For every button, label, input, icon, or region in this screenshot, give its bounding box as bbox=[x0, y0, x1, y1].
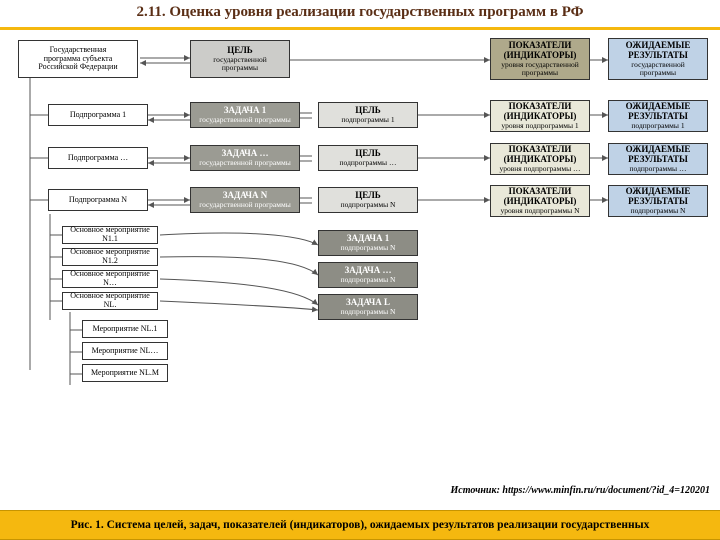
text: подпрограммы 1 bbox=[612, 122, 704, 130]
page-title: 2.11. Оценка уровня реализации государст… bbox=[0, 0, 720, 27]
text: государственной программы bbox=[194, 159, 296, 167]
text: программы bbox=[494, 69, 586, 77]
node-indicators-spN: ПОКАЗАТЕЛИ (ИНДИКАТОРЫ) уровня подпрогра… bbox=[490, 185, 590, 217]
node-activity-nl: Основное мероприятие NL. bbox=[62, 292, 158, 310]
text: подпрограммы N bbox=[322, 244, 414, 252]
node-activity-n11: Основное мероприятие N1.1 bbox=[62, 226, 158, 244]
node-sptask-dots: ЗАДАЧА … подпрограммы N bbox=[318, 262, 418, 288]
text: подпрограммы N bbox=[322, 201, 414, 209]
node-task-1: ЗАДАЧА 1 государственной программы bbox=[190, 102, 300, 128]
node-subprogram-n: Подпрограмма N bbox=[48, 189, 148, 211]
text: подпрограммы N bbox=[612, 207, 704, 215]
text: уровня подпрограммы N bbox=[494, 207, 586, 215]
text: Основное мероприятие NL. bbox=[66, 292, 154, 310]
figure-caption: Рис. 1. Система целей, задач, показателе… bbox=[0, 510, 720, 540]
text: Мероприятие NL… bbox=[86, 347, 164, 356]
node-activity-n12: Основное мероприятие N1.2 bbox=[62, 248, 158, 266]
node-goal-spdots: ЦЕЛЬ подпрограммы … bbox=[318, 145, 418, 171]
node-activity-ndots: Основное мероприятие N… bbox=[62, 270, 158, 288]
text: Основное мероприятие N… bbox=[66, 270, 154, 288]
text: Российской Федерации bbox=[22, 63, 134, 72]
text: подпрограммы N bbox=[322, 276, 414, 284]
node-sptask-L: ЗАДАЧА L подпрограммы N bbox=[318, 294, 418, 320]
node-event-nlm: Мероприятие NL.M bbox=[82, 364, 168, 382]
node-indicators-sp1: ПОКАЗАТЕЛИ (ИНДИКАТОРЫ) уровня подпрогра… bbox=[490, 100, 590, 132]
text: подпрограммы … bbox=[612, 165, 704, 173]
text: Подпрограмма … bbox=[52, 154, 144, 163]
node-task-dots: ЗАДАЧА … государственной программы bbox=[190, 145, 300, 171]
text: уровня подпрограммы 1 bbox=[494, 122, 586, 130]
node-event-nl1: Мероприятие NL.1 bbox=[82, 320, 168, 338]
text: уровня подпрограммы … bbox=[494, 165, 586, 173]
node-goal-sp1: ЦЕЛЬ подпрограммы 1 bbox=[318, 102, 418, 128]
text: Мероприятие NL.1 bbox=[86, 325, 164, 334]
node-goal-spN: ЦЕЛЬ подпрограммы N bbox=[318, 187, 418, 213]
diagram-canvas: Государственная программа субъекта Росси… bbox=[0, 30, 720, 495]
text: государственной программы bbox=[194, 116, 296, 124]
node-indicators-gp: ПОКАЗАТЕЛИ (ИНДИКАТОРЫ) уровня государст… bbox=[490, 38, 590, 80]
text: программы bbox=[612, 69, 704, 77]
node-subprogram-dots: Подпрограмма … bbox=[48, 147, 148, 169]
node-indicators-spdots: ПОКАЗАТЕЛИ (ИНДИКАТОРЫ) уровня подпрогра… bbox=[490, 143, 590, 175]
text: Основное мероприятие N1.2 bbox=[66, 248, 154, 266]
node-results-spdots: ОЖИДАЕМЫЕ РЕЗУЛЬТАТЫ подпрограммы … bbox=[608, 143, 708, 175]
text: Основное мероприятие N1.1 bbox=[66, 226, 154, 244]
node-goal-gp: ЦЕЛЬ государственной программы bbox=[190, 40, 290, 78]
caption-text: Рис. 1. Система целей, задач, показателе… bbox=[71, 519, 650, 531]
text: государственной программы bbox=[194, 201, 296, 209]
text: подпрограммы 1 bbox=[322, 116, 414, 124]
node-task-n: ЗАДАЧА N государственной программы bbox=[190, 187, 300, 213]
node-event-nldots: Мероприятие NL… bbox=[82, 342, 168, 360]
text: программы bbox=[194, 64, 286, 72]
node-results-spN: ОЖИДАЕМЫЕ РЕЗУЛЬТАТЫ подпрограммы N bbox=[608, 185, 708, 217]
source-citation: Источник: https://www.minfin.ru/ru/docum… bbox=[451, 485, 710, 496]
text: подпрограммы … bbox=[322, 159, 414, 167]
text: Подпрограмма 1 bbox=[52, 111, 144, 120]
node-sptask-1: ЗАДАЧА 1 подпрограммы N bbox=[318, 230, 418, 256]
node-subprogram-1: Подпрограмма 1 bbox=[48, 104, 148, 126]
text: Подпрограмма N bbox=[52, 196, 144, 205]
node-gos-program: Государственная программа субъекта Росси… bbox=[18, 40, 138, 78]
node-results-sp1: ОЖИДАЕМЫЕ РЕЗУЛЬТАТЫ подпрограммы 1 bbox=[608, 100, 708, 132]
node-results-gp: ОЖИДАЕМЫЕ РЕЗУЛЬТАТЫ государственной про… bbox=[608, 38, 708, 80]
text: подпрограммы N bbox=[322, 308, 414, 316]
text: Мероприятие NL.M bbox=[86, 369, 164, 378]
